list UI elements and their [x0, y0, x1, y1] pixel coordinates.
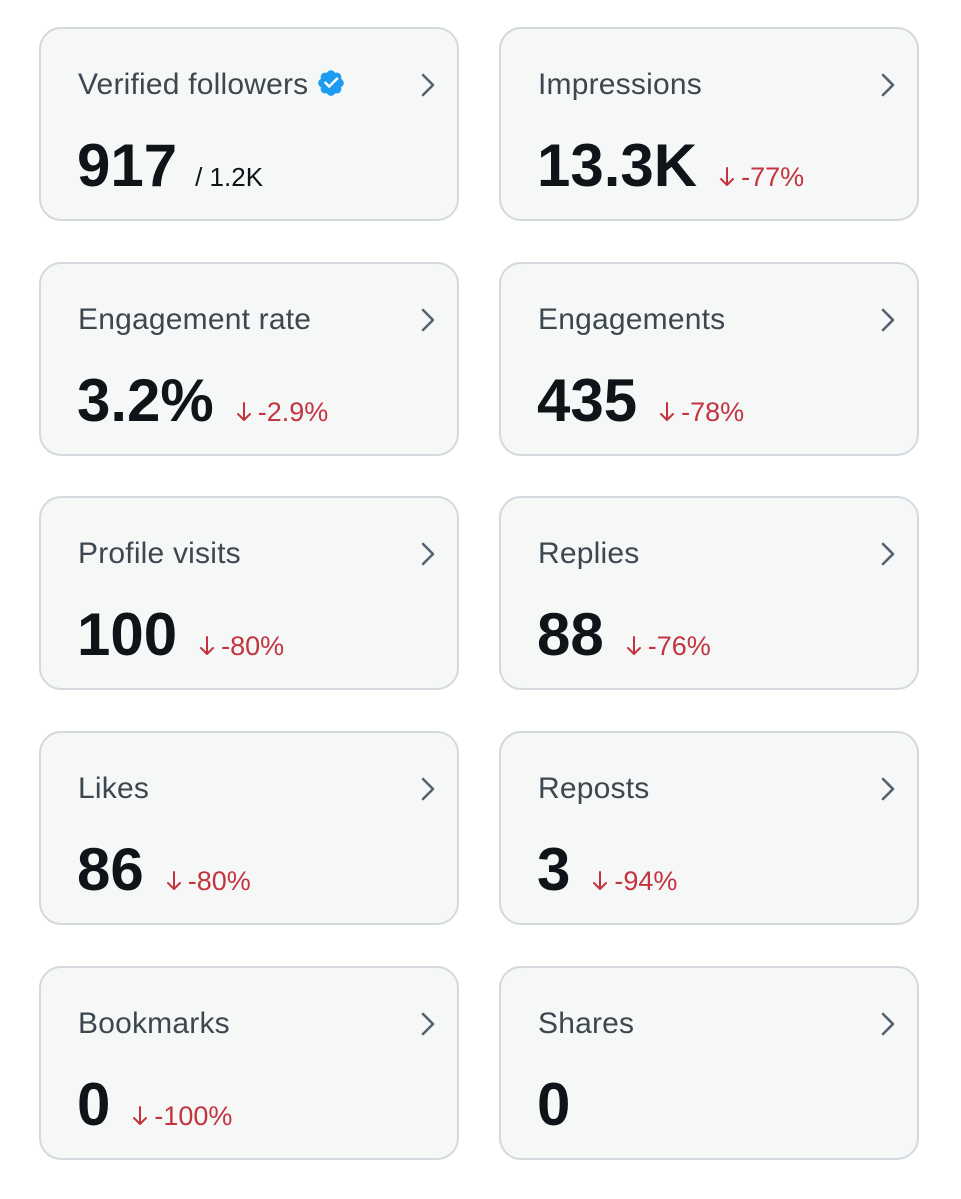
- arrow-down-icon: [200, 636, 215, 655]
- arrow-down-icon: [660, 402, 675, 421]
- metric-value: 0: [537, 1071, 571, 1138]
- metric-change: -77%: [719, 162, 804, 193]
- metric-card-engagement-rate[interactable]: Engagement rate 3.2% -2.9%: [39, 262, 459, 456]
- chevron-right-icon: [421, 308, 435, 332]
- metric-value: 435: [537, 367, 638, 434]
- chevron-right-icon: [881, 542, 895, 566]
- chevron-right-icon: [421, 777, 435, 801]
- metric-card-replies[interactable]: Replies 88 -76%: [499, 496, 919, 690]
- chevron-right-icon: [881, 308, 895, 332]
- chevron-right-icon: [881, 1012, 895, 1036]
- metric-label: Bookmarks: [78, 1007, 230, 1040]
- metric-label: Replies: [538, 537, 640, 570]
- metric-value-row: 917 / 1.2K: [77, 131, 263, 201]
- metric-value-row: 435 -78%: [537, 366, 744, 436]
- metric-label: Profile visits: [78, 537, 241, 570]
- chevron-right-icon: [421, 542, 435, 566]
- metric-change: -78%: [659, 397, 744, 428]
- arrow-down-icon: [236, 402, 251, 421]
- metric-value-row: 86 -80%: [77, 835, 251, 905]
- arrow-down-icon: [133, 1106, 148, 1125]
- metric-change: -80%: [166, 866, 251, 897]
- metric-card-verified-followers[interactable]: Verified followers 917 / 1.2K: [39, 27, 459, 221]
- metric-change-value: -100%: [154, 1101, 233, 1131]
- metric-card-shares[interactable]: Shares 0: [499, 966, 919, 1160]
- metric-change-value: -94%: [614, 866, 678, 896]
- metric-value-row: 0: [537, 1070, 570, 1140]
- metric-change-value: -80%: [221, 631, 285, 661]
- metric-label: Engagement rate: [78, 303, 312, 336]
- metric-value: 13.3K: [537, 132, 698, 199]
- arrow-down-icon: [166, 871, 181, 890]
- metric-label: Likes: [78, 772, 150, 805]
- chevron-right-icon: [881, 73, 895, 97]
- metric-label: Impressions: [538, 68, 702, 101]
- metric-change: -80%: [199, 631, 284, 662]
- arrow-down-icon: [626, 636, 641, 655]
- metric-change-value: -2.9%: [257, 397, 329, 427]
- metric-card-engagements[interactable]: Engagements 435 -78%: [499, 262, 919, 456]
- metric-value: 3: [537, 836, 571, 903]
- metric-change: -2.9%: [236, 397, 329, 428]
- verified-badge-icon: [318, 70, 345, 96]
- metric-value-row: 3 -94%: [537, 835, 677, 905]
- metric-change: -76%: [626, 631, 711, 662]
- metric-value: 3.2%: [77, 367, 214, 434]
- arrow-down-icon: [593, 871, 608, 890]
- metric-change: -100%: [132, 1101, 232, 1132]
- metric-change-value: -76%: [647, 631, 711, 661]
- metric-label: Engagements: [538, 303, 726, 336]
- metric-value-row: 13.3K -77%: [537, 131, 804, 201]
- metric-card-bookmarks[interactable]: Bookmarks 0 -100%: [39, 966, 459, 1160]
- metric-total: / 1.2K: [195, 162, 264, 192]
- arrow-down-icon: [720, 167, 735, 186]
- metric-value-row: 3.2% -2.9%: [77, 366, 328, 436]
- metric-card-likes[interactable]: Likes 86 -80%: [39, 731, 459, 925]
- metric-label-row: Verified followers: [78, 67, 346, 103]
- metric-value: 917: [77, 132, 178, 199]
- metric-change-value: -77%: [741, 162, 805, 192]
- metric-label: Shares: [538, 1007, 635, 1040]
- metric-value: 100: [77, 601, 178, 668]
- metric-value-row: 88 -76%: [537, 600, 711, 670]
- metric-change-value: -80%: [187, 866, 251, 896]
- metric-card-impressions[interactable]: Impressions 13.3K -77%: [499, 27, 919, 221]
- metric-value-row: 100 -80%: [77, 600, 284, 670]
- metric-value-row: 0 -100%: [77, 1070, 232, 1140]
- metric-value: 0: [77, 1071, 111, 1138]
- metric-label: Reposts: [538, 772, 650, 805]
- metric-card-profile-visits[interactable]: Profile visits 100 -80%: [39, 496, 459, 690]
- metric-change: -94%: [592, 866, 677, 897]
- metric-card-reposts[interactable]: Reposts 3 -94%: [499, 731, 919, 925]
- metric-change-value: -78%: [681, 397, 745, 427]
- metric-label: Verified followers: [78, 68, 309, 101]
- chevron-right-icon: [881, 777, 895, 801]
- metric-value: 88: [537, 601, 604, 668]
- chevron-right-icon: [421, 73, 435, 97]
- metric-value: 86: [77, 836, 144, 903]
- chevron-right-icon: [421, 1012, 435, 1036]
